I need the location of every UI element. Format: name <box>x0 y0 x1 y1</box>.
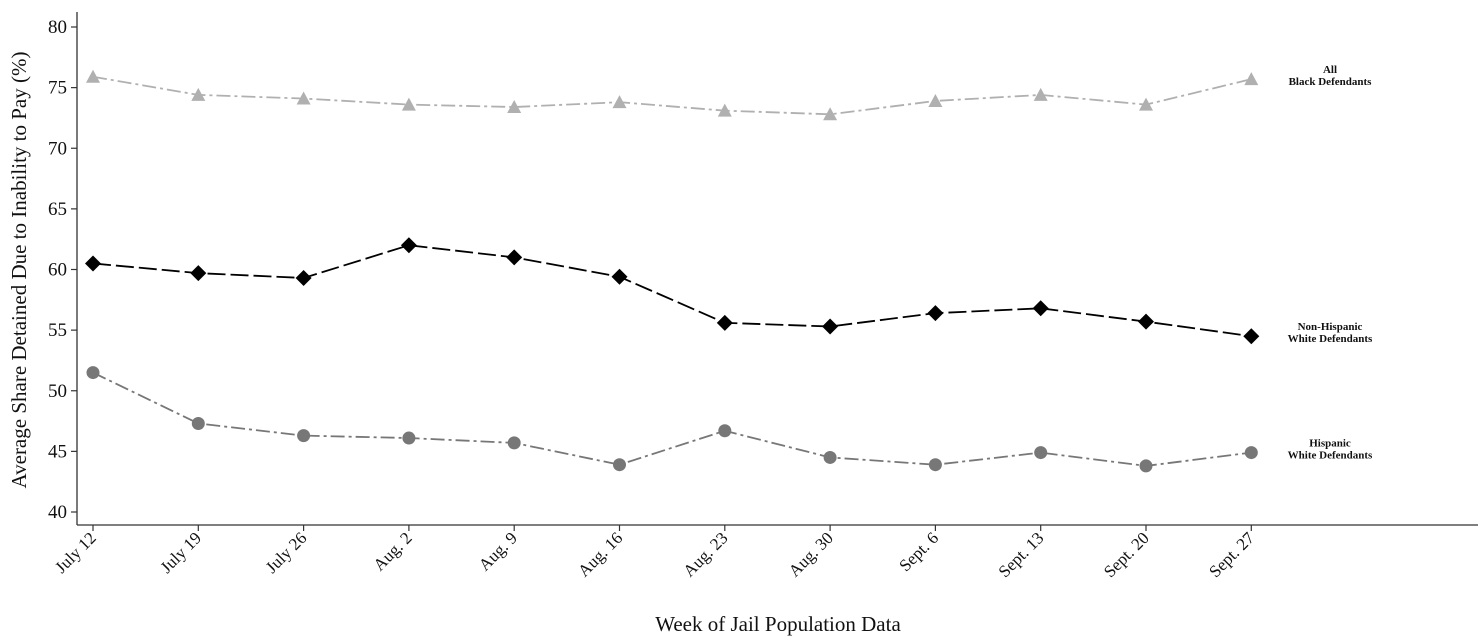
data-point <box>1244 446 1258 460</box>
series-label: Non-Hispanic <box>1298 321 1363 333</box>
series-label: All <box>1323 64 1337 76</box>
data-point <box>400 237 417 254</box>
x-tick-label: July 19 <box>157 528 206 577</box>
series-line <box>92 244 1252 338</box>
x-tick-label: Aug. 9 <box>475 528 521 574</box>
y-tick-label: 65 <box>48 199 67 220</box>
data-point <box>401 97 416 111</box>
y-tick-label: 55 <box>48 320 67 341</box>
x-tick-label: Aug. 2 <box>370 528 416 574</box>
x-tick-label: Sept. 27 <box>1205 528 1258 581</box>
data-point <box>86 69 100 83</box>
data-point <box>190 265 207 282</box>
data-point <box>823 107 838 121</box>
data-point <box>1033 87 1048 101</box>
plot-area: 40 45 50 55 60 65 70 75 80 July 12 July 19 July 26 A… <box>48 12 1478 581</box>
data-point <box>191 416 205 430</box>
data-point <box>1032 300 1049 317</box>
y-axis-title: Average Share Detained Due to Inability … <box>7 52 31 489</box>
series-label: Black Defendants <box>1289 76 1373 88</box>
data-point <box>927 305 944 322</box>
data-point <box>507 436 521 450</box>
data-point <box>296 91 311 105</box>
x-tick-label: July 26 <box>262 528 311 577</box>
x-tick-label: Aug. 30 <box>785 528 837 580</box>
data-point <box>612 95 627 109</box>
y-tick-label: 40 <box>48 502 67 523</box>
data-point <box>1139 459 1153 473</box>
data-point <box>1138 313 1154 330</box>
data-point <box>1139 97 1153 111</box>
data-point <box>718 424 732 438</box>
y-tick-label: 70 <box>48 138 67 159</box>
data-point <box>1244 72 1259 86</box>
data-point <box>402 431 416 445</box>
x-tick-label: Aug. 23 <box>679 528 731 580</box>
series-line <box>92 75 1252 116</box>
x-tick-label: Sept. 6 <box>895 528 942 575</box>
y-tick-label: 45 <box>48 441 67 462</box>
data-point <box>86 366 100 380</box>
data-point <box>506 249 523 266</box>
data-point <box>191 87 206 101</box>
data-point <box>822 318 839 335</box>
y-tick-label: 75 <box>48 78 67 99</box>
series-label: Hispanic <box>1309 438 1351 450</box>
data-point <box>611 268 628 285</box>
data-point <box>928 93 943 107</box>
data-point <box>928 458 942 472</box>
data-point <box>297 429 311 443</box>
data-point <box>717 103 732 117</box>
x-axis-title: Week of Jail Population Data <box>655 612 901 636</box>
x-tick-label: Sept. 20 <box>1100 528 1153 581</box>
data-point <box>295 269 312 286</box>
y-tick-label: 60 <box>48 260 67 281</box>
series-label: White Defendants <box>1288 333 1373 345</box>
series-label: White Defendants <box>1288 450 1373 462</box>
data-point <box>1243 328 1260 345</box>
x-tick-label: Sept. 13 <box>995 528 1048 581</box>
y-tick-label: 80 <box>48 17 67 38</box>
x-tick-label: July 12 <box>51 528 100 577</box>
data-point <box>85 255 101 272</box>
y-tick-label: 50 <box>48 381 67 402</box>
data-point <box>613 458 626 472</box>
data-point <box>716 314 733 331</box>
data-point <box>1034 446 1048 460</box>
x-tick-label: Aug. 16 <box>574 528 626 580</box>
data-point <box>823 450 837 464</box>
data-point <box>507 100 522 114</box>
series-line <box>92 371 1252 467</box>
